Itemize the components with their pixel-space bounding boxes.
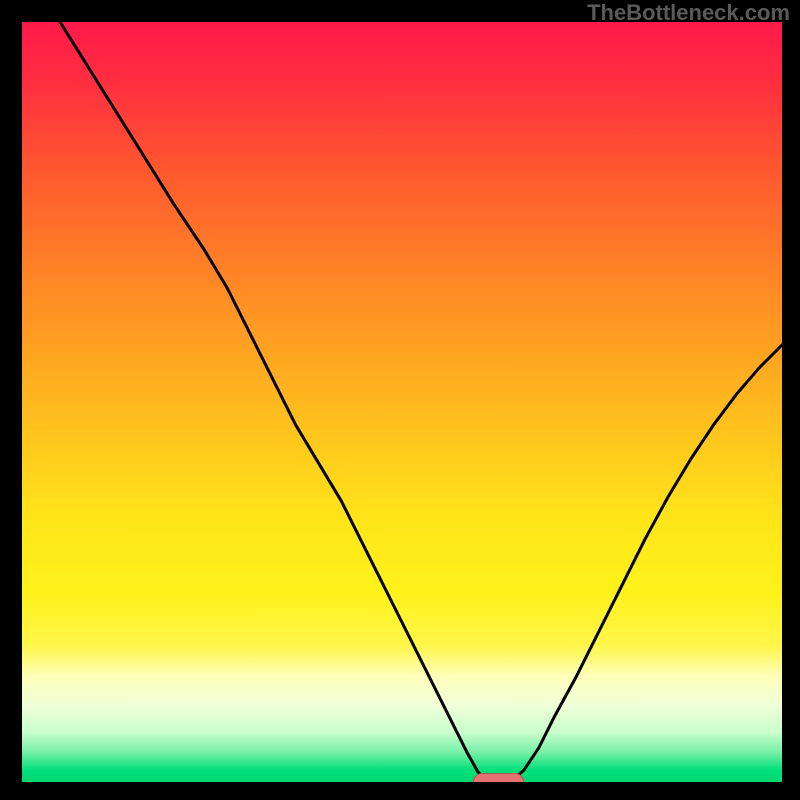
watermark-text: TheBottleneck.com — [587, 0, 790, 26]
gradient-background — [22, 22, 782, 782]
plot-svg — [22, 22, 782, 782]
plot-area — [20, 20, 780, 780]
figure-frame: TheBottleneck.com — [0, 0, 800, 800]
optimum-marker — [473, 774, 523, 782]
